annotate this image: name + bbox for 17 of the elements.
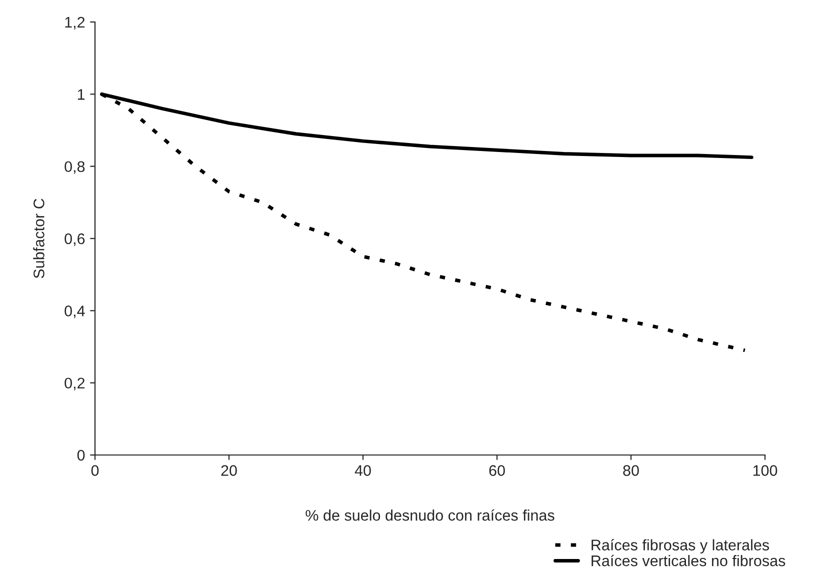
x-tick-label: 60 xyxy=(489,465,505,476)
legend-label: Raíces fibrosas y laterales xyxy=(592,539,770,554)
y-tick-label: 0 xyxy=(77,450,85,461)
x-tick-label: 80 xyxy=(623,465,639,476)
legend-label: Raíces verticales no fibrosas xyxy=(592,554,786,566)
y-tick-label: 0,4 xyxy=(64,306,85,318)
x-axis-title: % de suelo desnudo con raíces finas xyxy=(306,509,554,521)
x-tick-label: 40 xyxy=(354,465,371,476)
x-tick-label: 100 xyxy=(753,465,778,476)
y-tick-label: 0,6 xyxy=(64,233,85,246)
y-tick-label: 0,2 xyxy=(64,378,85,390)
y-axis-title: Subfactor C xyxy=(33,198,44,278)
x-tick-label: 0 xyxy=(91,465,99,476)
y-tick-label: 0,8 xyxy=(64,161,85,174)
x-tick-label: 20 xyxy=(221,465,237,476)
y-tick-label: 1 xyxy=(78,89,85,100)
y-tick-label: 1,2 xyxy=(65,16,85,30)
